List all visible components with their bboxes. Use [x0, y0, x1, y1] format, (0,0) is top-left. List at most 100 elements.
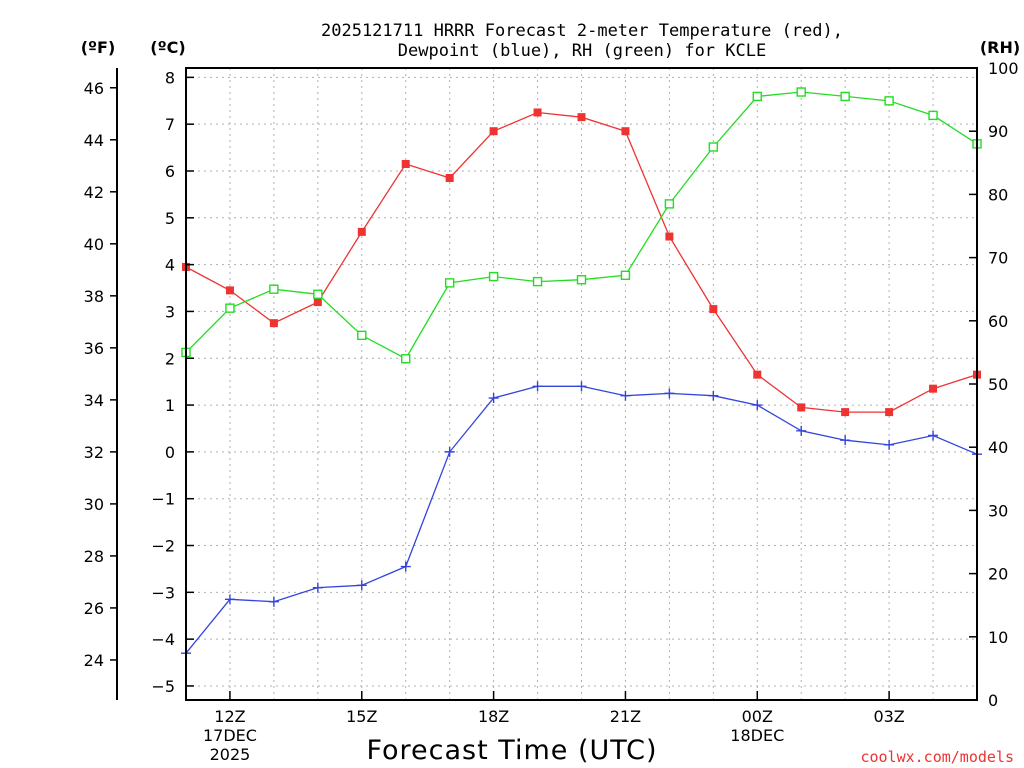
temperature-point — [929, 384, 938, 393]
rh-unit-label: (RH) — [980, 38, 1020, 57]
rh-tick-label: 70 — [988, 249, 1008, 268]
fahrenheit-tick-label: 30 — [84, 495, 104, 514]
rh-tick-label: 80 — [988, 185, 1008, 204]
celsius-tick-label: 4 — [165, 256, 175, 275]
chart-title-line2: Dewpoint (blue), RH (green) for KCLE — [398, 41, 766, 61]
temperature-point — [445, 174, 454, 183]
celsius-tick-label: 7 — [165, 115, 175, 134]
temperature-point — [401, 159, 410, 168]
dewpoint-point — [576, 381, 587, 392]
dewpoint-point — [268, 596, 279, 607]
fahrenheit-tick-label: 40 — [84, 235, 104, 254]
dewpoint-point — [928, 430, 939, 441]
dewpoint-point — [664, 388, 675, 399]
rh-point — [664, 199, 675, 209]
temperature-point — [313, 298, 322, 307]
celsius-tick-label: −3 — [151, 583, 175, 602]
x-tick-date-label: 17DEC — [203, 726, 257, 745]
rh-point — [313, 289, 323, 299]
celsius-tick-label: 1 — [165, 396, 175, 415]
rh-point — [401, 354, 411, 364]
temperature-point — [797, 403, 806, 412]
dewpoint-point — [356, 580, 367, 591]
fahrenheit-tick-label: 28 — [84, 547, 104, 566]
celsius-tick-label: 3 — [165, 302, 175, 321]
fahrenheit-tick-label: 26 — [84, 599, 104, 618]
temperature-point — [269, 319, 278, 328]
rh-tick-label: 100 — [988, 59, 1019, 78]
rh-point — [444, 278, 455, 288]
celsius-tick-label: −2 — [151, 537, 175, 556]
fahrenheit-tick-label: 46 — [84, 79, 104, 98]
temperature-point — [753, 370, 762, 379]
celsius-tick-label: 6 — [165, 162, 175, 181]
rh-tick-label: 30 — [988, 501, 1008, 520]
temperature-point — [225, 286, 234, 295]
dewpoint-point — [796, 425, 807, 436]
axis-layer: −5−4−3−2−1012345678242628303234363840424… — [84, 59, 1019, 764]
temperature-point — [665, 232, 674, 241]
chart-title-line1: 2025121711 HRRR Forecast 2-meter Tempera… — [321, 21, 843, 41]
x-tick-year-label: 2025 — [210, 745, 251, 764]
x-tick-label: 21Z — [610, 707, 641, 726]
x-axis-label: Forecast Time (UTC) — [366, 735, 657, 766]
fahrenheit-tick-label: 24 — [84, 651, 104, 670]
dewpoint-point — [488, 393, 499, 404]
temperature-line — [185, 111, 978, 413]
temperature-point — [709, 305, 718, 314]
temperature-point — [841, 408, 850, 417]
rh-tick-label: 60 — [988, 312, 1008, 331]
rh-point — [708, 142, 719, 152]
temperature-point — [577, 113, 586, 122]
fahrenheit-tick-label: 44 — [84, 131, 104, 150]
dewpoint-point — [620, 390, 631, 401]
rh-point — [620, 270, 631, 280]
x-tick-date-label: 18DEC — [730, 726, 784, 745]
celsius-tick-label: 2 — [165, 349, 175, 368]
celsius-tick-label: 8 — [165, 68, 175, 87]
temperature-point — [621, 127, 630, 136]
celsius-tick-label: 5 — [165, 209, 175, 228]
rh-tick-label: 0 — [988, 691, 998, 710]
rh-tick-label: 20 — [988, 565, 1008, 584]
rh-point — [269, 284, 279, 294]
celsius-unit-label: (ºC) — [150, 38, 185, 57]
rh-point — [576, 275, 587, 285]
rh-tick-label: 50 — [988, 375, 1008, 394]
fahrenheit-tick-label: 36 — [84, 339, 104, 358]
rh-tick-label: 90 — [988, 122, 1008, 141]
rh-point — [752, 91, 762, 102]
x-tick-label: 00Z — [742, 707, 773, 726]
fahrenheit-unit-label: (ºF) — [81, 38, 116, 57]
x-tick-label: 15Z — [346, 707, 377, 726]
fahrenheit-tick-label: 42 — [84, 183, 104, 202]
temperature-point — [533, 108, 542, 117]
celsius-tick-label: 0 — [165, 443, 175, 462]
rh-point — [357, 330, 367, 341]
celsius-tick-label: −4 — [151, 630, 175, 649]
rh-tick-label: 40 — [988, 438, 1008, 457]
dewpoint-point — [444, 446, 455, 457]
dewpoint-point — [400, 561, 411, 572]
rh-point — [928, 110, 938, 121]
rh-point — [488, 271, 499, 282]
dewpoint-point — [884, 439, 895, 450]
dewpoint-point — [312, 582, 323, 593]
dewpoint-point — [224, 594, 235, 605]
fahrenheit-tick-label: 34 — [84, 391, 104, 410]
x-tick-label: 18Z — [478, 707, 509, 726]
series-layer — [181, 87, 982, 659]
temperature-point — [489, 127, 498, 136]
celsius-tick-label: −1 — [151, 490, 175, 509]
rh-point — [840, 91, 850, 102]
fahrenheit-tick-label: 38 — [84, 287, 104, 306]
rh-tick-label: 10 — [988, 628, 1008, 647]
temperature-point — [357, 227, 366, 236]
rh-point — [532, 276, 543, 287]
x-tick-label: 12Z — [214, 707, 245, 726]
dewpoint-point — [708, 390, 719, 401]
x-tick-label: 03Z — [873, 707, 904, 726]
dewpoint-point — [840, 435, 851, 446]
